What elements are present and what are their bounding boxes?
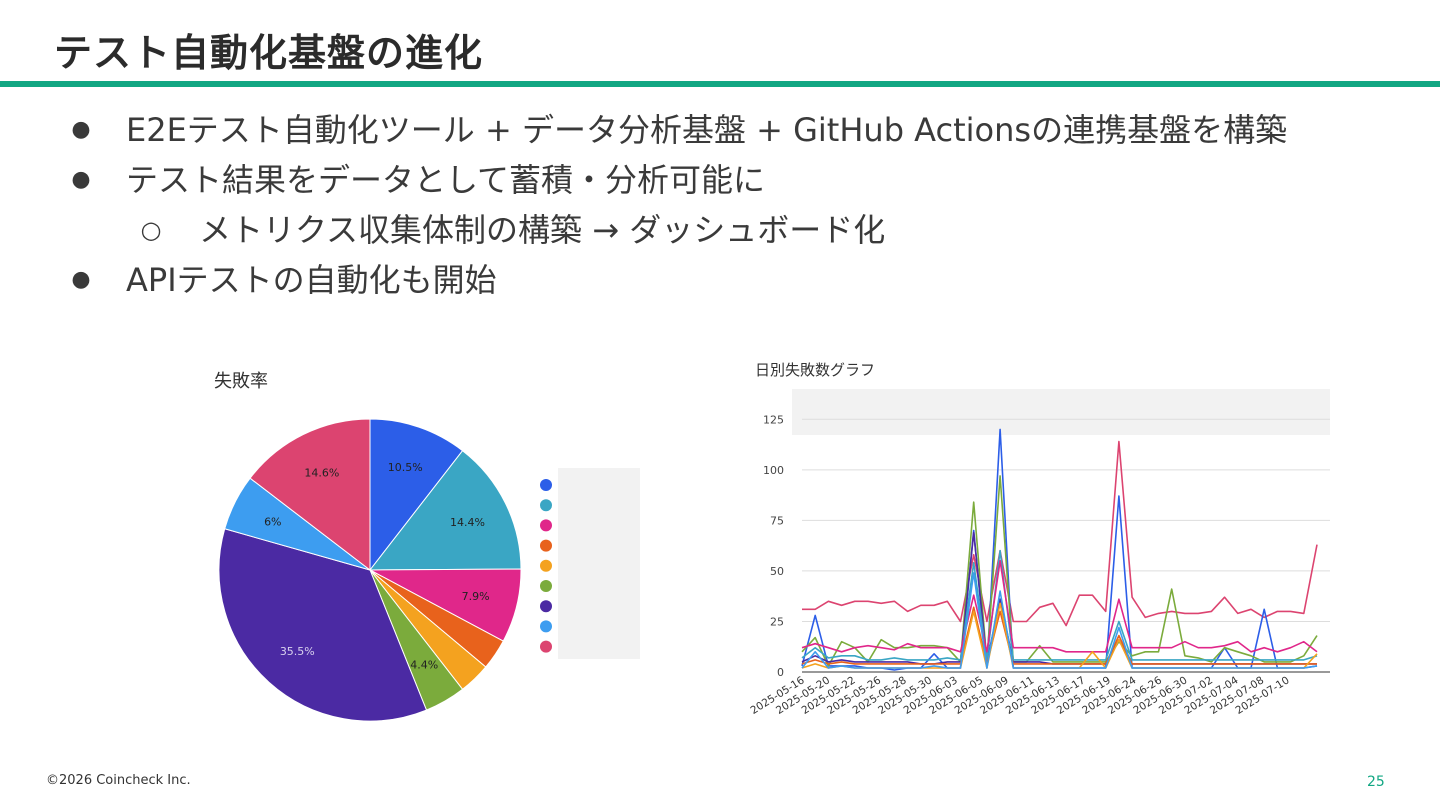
legend-label-area: [558, 468, 640, 659]
legend-swatch: [540, 479, 552, 491]
y-tick-label: 100: [763, 464, 784, 477]
page-number: 25: [1367, 774, 1385, 790]
pie-slice-label: 14.4%: [450, 516, 485, 529]
line-series: [801, 428, 1318, 671]
line-series: [801, 475, 1318, 667]
bullet-item: ● APIテストの自動化も開始: [66, 258, 1436, 308]
pie-slice-label: 35.5%: [280, 645, 315, 658]
bullet-text: テスト結果をデータとして蓄積・分析可能に: [126, 161, 766, 199]
y-tick-label: 0: [777, 666, 784, 679]
line-series: [801, 572, 1318, 669]
bullet-marker: ●: [71, 167, 91, 192]
pie-slice-label: 4.4%: [410, 658, 438, 671]
pie-chart-svg: 失敗率 10.5% 14.4% 7.9% 4.4% 35.5% 6% 14.6%: [214, 371, 640, 722]
sub-bullet-item: ○ メトリクス収集体制の構築 → ダッシュボード化: [66, 208, 1436, 258]
legend-swatch: [540, 640, 552, 653]
legend-swatch: [540, 580, 552, 592]
pie-slice-label: 6%: [264, 515, 281, 528]
pie-slice: [249, 418, 371, 572]
bullet-list: ● E2Eテスト自動化ツール + データ分析基盤 + GitHub Action…: [66, 108, 1436, 308]
footer-copyright: ©2026 Coincheck Inc.: [46, 773, 191, 788]
pie-chart: 失敗率 10.5% 14.4% 7.9% 4.4% 35.5% 6% 14.6%: [200, 355, 660, 739]
bullet-item: ● テスト結果をデータとして蓄積・分析可能に: [66, 158, 1436, 208]
pie-slice: [368, 449, 522, 571]
bullet-text: E2Eテスト自動化ツール + データ分析基盤 + GitHub Actionsの…: [126, 111, 1288, 149]
sub-bullet-text: メトリクス収集体制の構築 → ダッシュボード化: [199, 211, 886, 249]
line-series: [801, 549, 1318, 661]
y-tick-label: 50: [770, 565, 784, 578]
bullet-marker: ●: [71, 117, 91, 142]
line-series: [802, 440, 1318, 627]
line-chart: 日別失敗数グラフ 0 25 50 75 100 125 2025-05-16 2025-05…: [745, 352, 1345, 736]
pie-slice: [369, 418, 464, 572]
y-tick-label: 75: [770, 514, 784, 527]
legend-swatch: [540, 600, 552, 613]
legend-swatch: [540, 539, 552, 552]
bullet-item: ● E2Eテスト自動化ツール + データ分析基盤 + GitHub Action…: [66, 108, 1436, 158]
line-chart-title: 日別失敗数グラフ: [755, 361, 875, 379]
pie-slice-label: 7.9%: [462, 590, 490, 603]
sub-bullet-marker: ○: [140, 216, 162, 244]
pie-chart-title: 失敗率: [214, 371, 268, 392]
legend-swatch: [540, 519, 552, 532]
title-divider: [0, 81, 1440, 87]
pie-slice-label: 14.6%: [304, 467, 339, 480]
pie-slice-label: 10.5%: [388, 461, 423, 474]
slide-title: テスト自動化基盤の進化: [54, 31, 484, 75]
legend-swatch: [540, 620, 552, 633]
bullet-marker: ●: [71, 267, 91, 292]
line-series: [801, 560, 1318, 653]
y-tick-label: 125: [763, 413, 784, 426]
y-tick-label: 25: [770, 616, 784, 629]
line-series: [801, 606, 1317, 665]
chart-header-area: [792, 389, 1330, 435]
legend-swatch: [540, 559, 552, 572]
legend-swatch: [540, 499, 552, 512]
pie-slice: [218, 528, 428, 722]
bullet-text: APIテストの自動化も開始: [126, 261, 497, 299]
